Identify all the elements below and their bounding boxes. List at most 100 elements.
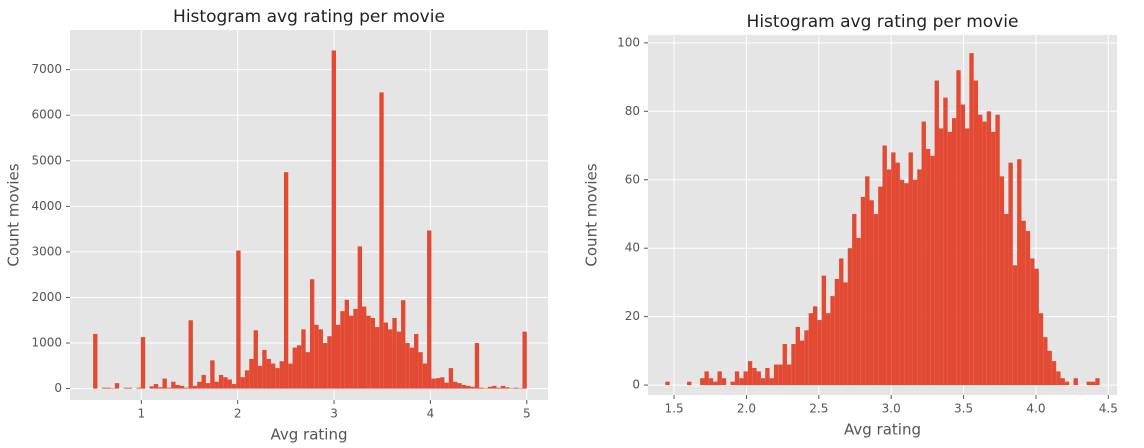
bar	[991, 131, 996, 386]
bar	[227, 379, 232, 389]
bar	[305, 352, 310, 389]
y-tick-label: 80	[625, 104, 640, 118]
bar	[865, 176, 870, 386]
bar	[201, 374, 206, 389]
bar	[739, 378, 744, 386]
bar	[279, 361, 284, 389]
bar	[470, 386, 475, 389]
bar	[158, 387, 163, 389]
bar	[496, 387, 501, 389]
bar	[492, 385, 497, 389]
x-axis-label: Avg rating	[271, 426, 348, 444]
bar	[912, 179, 918, 386]
bar	[895, 162, 900, 386]
chart-title: Histogram avg rating per movie	[173, 7, 445, 27]
bar	[500, 385, 506, 389]
bar	[292, 347, 297, 389]
bar	[275, 368, 280, 389]
plot-area	[70, 30, 548, 400]
bar	[396, 331, 402, 389]
bar	[917, 169, 922, 386]
bar	[392, 317, 397, 389]
x-tick-label: 1.5	[665, 402, 684, 416]
bar	[197, 381, 202, 389]
y-tick-label: 60	[625, 172, 640, 186]
bar	[700, 378, 705, 386]
bar	[778, 364, 783, 386]
y-tick-label: 0	[54, 381, 62, 395]
bar	[734, 371, 740, 386]
bar	[930, 155, 935, 386]
bar	[986, 111, 992, 386]
bar	[730, 381, 735, 386]
bar	[218, 374, 224, 389]
bar	[418, 352, 423, 389]
bar	[435, 378, 441, 389]
x-tick-label: 3	[330, 407, 338, 421]
bar	[340, 311, 345, 389]
bar	[270, 363, 276, 389]
y-tick-label: 100	[617, 35, 640, 49]
bar	[1038, 313, 1044, 386]
bar	[127, 387, 133, 389]
bar	[769, 378, 774, 386]
bar	[522, 331, 527, 389]
bar	[422, 363, 428, 389]
bar	[847, 248, 853, 386]
bar	[665, 381, 670, 386]
bar	[904, 183, 909, 386]
y-tick-label: 1000	[31, 336, 62, 350]
bar	[318, 329, 323, 389]
bar	[249, 358, 254, 389]
bar	[921, 121, 926, 386]
bar	[106, 387, 111, 389]
bar	[808, 313, 814, 386]
bar	[431, 378, 436, 389]
bar	[938, 128, 944, 386]
bar	[93, 333, 98, 389]
bar	[192, 385, 198, 389]
bar	[123, 387, 128, 389]
bar	[474, 343, 480, 389]
x-tick-label: 2.5	[809, 402, 828, 416]
bar	[262, 349, 267, 389]
bar	[1090, 381, 1096, 386]
bar	[1064, 381, 1070, 386]
bar	[236, 250, 241, 389]
bar	[765, 367, 770, 386]
bar	[951, 118, 957, 386]
bar	[162, 378, 167, 389]
bar	[388, 329, 393, 389]
bar	[314, 324, 319, 389]
bar	[166, 387, 172, 389]
bar	[782, 344, 787, 386]
bar	[721, 378, 727, 386]
bar	[743, 371, 748, 386]
bar	[405, 343, 410, 389]
bar	[999, 176, 1005, 386]
x-tick-label: 2.0	[737, 402, 756, 416]
y-tick-label: 5000	[31, 153, 62, 167]
bar	[223, 377, 228, 389]
bar	[414, 333, 419, 389]
bar	[296, 345, 302, 389]
bar	[834, 278, 840, 386]
bar	[752, 367, 757, 386]
bar	[140, 337, 146, 389]
bar	[1047, 350, 1052, 386]
bar	[708, 378, 714, 386]
bar	[978, 114, 983, 386]
x-tick-label: 3.0	[882, 402, 901, 416]
bar	[882, 145, 887, 386]
bar	[1008, 162, 1013, 386]
bar	[960, 104, 966, 386]
bar	[799, 340, 805, 386]
bar	[982, 121, 987, 386]
bar	[839, 258, 844, 386]
bar	[348, 315, 354, 389]
y-tick-label: 20	[625, 309, 640, 323]
bar	[149, 386, 154, 389]
chart-title: Histogram avg rating per movie	[747, 12, 1019, 32]
bar	[383, 322, 389, 389]
